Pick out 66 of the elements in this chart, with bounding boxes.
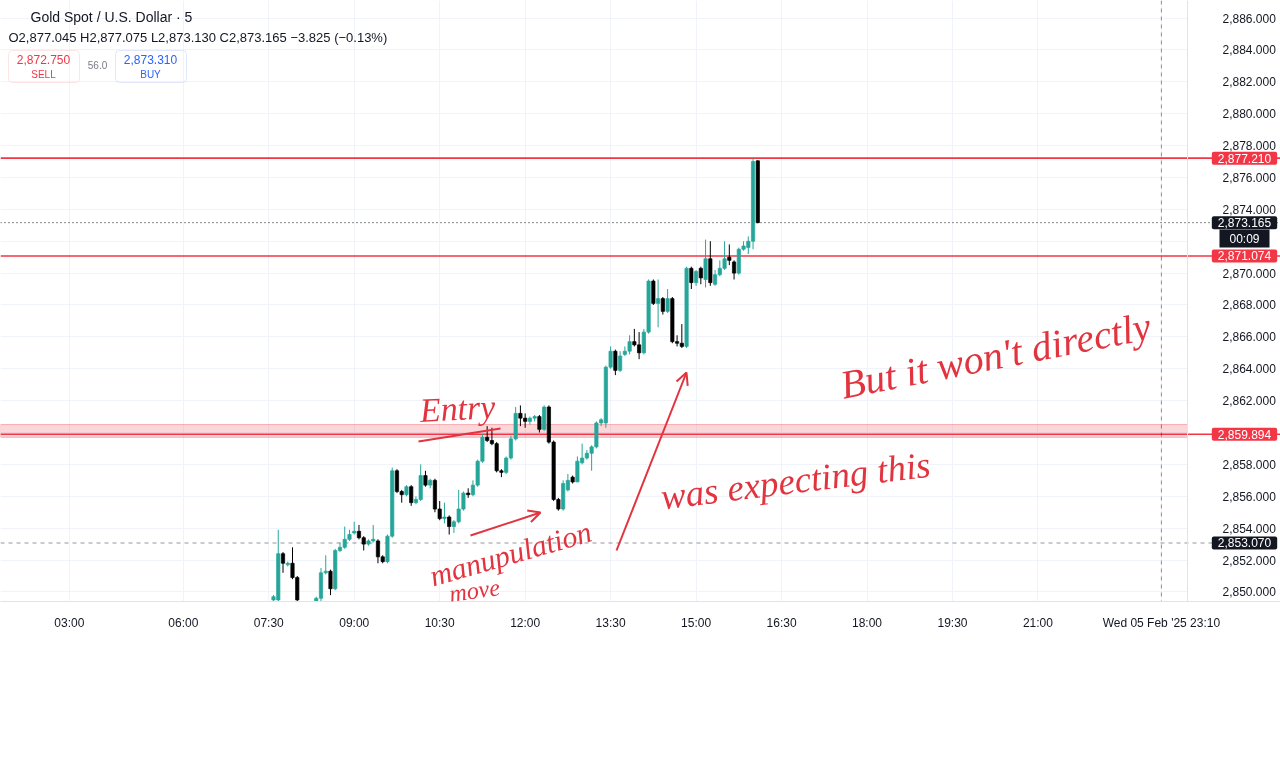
annotation: 2,872.750 [16,53,71,67]
annotation: SELL [31,69,57,80]
y-tick-label: 2,874.000 [1222,202,1277,217]
text: 00:09 [1229,231,1260,246]
annotation: was expecting this [658,443,933,518]
ref-line-label: 2,877.210 [1217,151,1272,166]
annotation: 56.0 [87,59,108,71]
ref-line-label: 2,873.165 [1217,216,1272,231]
y-tick-label: 2,868.000 [1222,298,1277,313]
candlestick [627,334,632,355]
y-tick-label: 2,864.000 [1222,362,1277,377]
candlestick [689,266,694,290]
y-tick-label: 2,884.000 [1222,43,1277,58]
x-tick-label: 10:30 [424,615,456,630]
y-tick-label: 2,856.000 [1222,489,1277,504]
candlestick [328,569,333,596]
annotation: Entry [417,388,498,429]
x-tick-label: 09:00 [339,615,370,630]
annotation: BUY [140,69,162,80]
ref-line-label: 2,859.894 [1217,427,1272,442]
ref-line-label: 2,871.074 [1217,249,1272,264]
candlestick [703,239,708,288]
candlestick [280,551,286,574]
text: Gold Spot / U.S. Dollar · 5 [30,8,193,25]
y-tick-label: 2,866.000 [1222,330,1277,345]
annotation: But it won't directly [836,303,1155,408]
y-tick-label: 2,858.000 [1222,457,1277,472]
text: O2,877.045 H2,877.075 L2,873.130 C2,873.165 −3.825 (−0.13%) [8,30,388,45]
x-tick-label: 12:00 [510,615,541,630]
x-tick-label: Wed 05 Feb '25 23:10 [1102,615,1221,630]
candlestick [722,240,727,271]
x-tick-label: 16:30 [766,615,797,630]
candlestick [679,323,684,349]
x-tick-label: 21:00 [1022,615,1054,630]
candlestick [518,404,523,427]
x-tick-label: 19:30 [937,615,968,630]
candlestick [409,484,414,507]
x-tick-label: 07:30 [253,615,285,630]
y-tick-label: 2,852.000 [1222,553,1277,568]
candlestick [418,463,423,502]
candlestick [651,278,656,306]
x-tick-label: 18:00 [852,615,883,630]
ref-line-label: 2,853.070 [1217,536,1272,551]
y-tick-label: 2,854.000 [1222,521,1277,536]
x-tick-label: 15:00 [681,615,712,630]
candlestick [665,288,670,314]
y-tick-label: 2,880.000 [1222,107,1277,122]
y-tick-label: 2,878.000 [1222,139,1277,154]
candlestick [708,240,713,287]
x-tick-label: 13:30 [595,615,626,630]
y-tick-label: 2,870.000 [1222,266,1277,281]
y-tick-label: 2,850.000 [1222,585,1277,600]
x-tick-label: 03:00 [54,615,85,630]
candlestick [727,243,732,266]
candlestick [442,502,447,524]
candlestick [656,278,661,328]
x-tick-label: 06:00 [168,615,199,630]
y-tick-label: 2,882.000 [1222,75,1277,90]
annotation: 2,873.310 [123,53,178,67]
candlestick [732,259,737,280]
y-tick-label: 2,876.000 [1222,170,1277,185]
candlestick [613,349,618,376]
candlestick [618,350,623,373]
y-tick-label: 2,862.000 [1222,394,1277,409]
y-tick-label: 2,886.000 [1222,11,1277,26]
candlestick [542,404,547,432]
